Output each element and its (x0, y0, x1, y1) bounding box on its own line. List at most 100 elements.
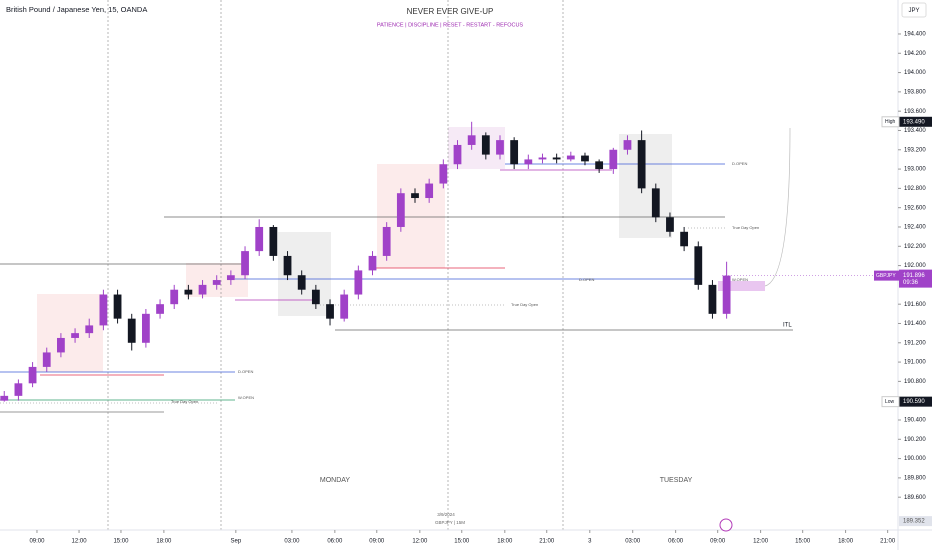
price-tag-label: 190.590 (903, 399, 925, 405)
y-tick-label: 191.600 (904, 302, 926, 308)
candle-body (226, 275, 235, 281)
level-label: True Day Open (511, 302, 538, 307)
candle-body (198, 284, 207, 295)
y-tick-label: 191.000 (904, 360, 926, 366)
candle-body (57, 337, 65, 353)
bottom-tag-bg (899, 516, 932, 527)
candle-body (581, 155, 589, 162)
y-tick-label: 194.400 (904, 32, 926, 38)
last-name-bg (874, 270, 899, 281)
candle-body (269, 226, 278, 256)
x-tick-label: 12:00 (753, 539, 769, 545)
x-tick-label: 06:00 (327, 539, 343, 545)
level-label: True Day Open (732, 225, 759, 230)
currency-box[interactable] (901, 2, 927, 18)
last-price-bg (899, 269, 932, 288)
chart-title: British Pound / Japanese Yen, 15, OANDA (6, 5, 147, 14)
x-tick-label: 03:00 (625, 539, 641, 545)
price-tag-label: 193.490 (903, 119, 925, 125)
y-tick-label: 192.600 (904, 205, 926, 211)
candle-body (85, 325, 94, 334)
y-tick-label: 192.400 (904, 225, 926, 231)
levels (0, 127, 793, 413)
candle-body (14, 383, 23, 396)
candle-body (255, 226, 264, 252)
price-tag-name: High (885, 119, 896, 125)
candle-body (311, 289, 320, 305)
last-name: GBPJPY (876, 273, 896, 279)
y-tick-label: 190.200 (904, 437, 926, 443)
price-tag-name-bg (881, 116, 900, 128)
x-tick-label: 15:00 (795, 539, 811, 545)
candle-body (651, 188, 660, 218)
candle-body (42, 352, 51, 367)
y-tick-label: 190.800 (904, 379, 926, 385)
y-tick-label: 192.000 (904, 263, 926, 269)
candle-body (637, 140, 646, 189)
currency: JPY (908, 8, 919, 14)
candle-body (28, 366, 37, 384)
bottom-tag: 189.352 (903, 519, 925, 525)
candle-body (666, 217, 674, 232)
y-tick-label: 190.000 (904, 456, 926, 462)
candle-body (99, 294, 108, 326)
candle-body (496, 140, 504, 155)
y-tick-label: 191.200 (904, 340, 926, 346)
candle-body (609, 149, 618, 170)
candle-body (297, 275, 306, 290)
price-tag-name-bg (881, 396, 900, 408)
last-price: 191.896 (903, 273, 925, 279)
x-tick-label: 15:00 (454, 539, 470, 545)
candle-body (212, 280, 221, 285)
candle-body (425, 183, 434, 199)
candle-body (71, 333, 79, 338)
x-tick-label: 12:00 (72, 539, 88, 545)
x-tick-label: Sep (230, 539, 241, 545)
price-tag (899, 396, 932, 407)
x-tick-label: 06:00 (668, 539, 684, 545)
y-tick-label: 189.800 (904, 475, 926, 481)
candle-body (170, 289, 179, 305)
candle-body (340, 294, 349, 319)
candle-body (722, 275, 731, 314)
candle-body (595, 161, 604, 170)
session-lines (107, 0, 564, 530)
candle-body (127, 318, 136, 343)
y-tick-label: 192.800 (904, 186, 926, 192)
candle-body (0, 395, 9, 401)
candle-body (141, 313, 150, 343)
candle-body (453, 144, 462, 165)
y-tick-label: 193.400 (904, 128, 926, 134)
x-tick-label: 21:00 (539, 539, 555, 545)
x-tick-label: 18:00 (838, 539, 854, 545)
subtitle: PATIENCE | DISCIPLINE | RESET - RESTART … (377, 22, 524, 28)
replay-icon[interactable] (719, 518, 733, 532)
x-tick-label: 09:00 (29, 539, 45, 545)
y-tick-label: 193.600 (904, 109, 926, 115)
candle-body (623, 140, 632, 150)
candle-body (396, 193, 405, 227)
y-tick-label: 194.000 (904, 70, 926, 76)
level-label: D.OPEN (238, 369, 253, 374)
candle-body (368, 255, 377, 271)
candle-body (382, 226, 391, 256)
x-tick-label: 21:00 (880, 539, 896, 545)
x-tick-label: 09:00 (369, 539, 385, 545)
y-tick-label: 193.800 (904, 89, 926, 95)
candle-body (354, 270, 363, 295)
level-label: ITL (783, 323, 792, 329)
y-tick-label: 193.200 (904, 147, 926, 153)
countdown: 09:36 (903, 280, 919, 286)
candle-body (184, 289, 193, 295)
level-label: True Day Open (171, 399, 198, 404)
candle-body (326, 304, 334, 319)
candle-body (552, 157, 561, 160)
x-tick-label: 15:00 (113, 539, 129, 545)
day-label: TUESDAY (660, 477, 693, 484)
headline: NEVER EVER GIVE-UP (407, 7, 494, 16)
level-label: D.OPEN (579, 277, 594, 282)
date-label: 3/9/2024 (437, 512, 455, 517)
y-tick-label: 191.400 (904, 321, 926, 327)
